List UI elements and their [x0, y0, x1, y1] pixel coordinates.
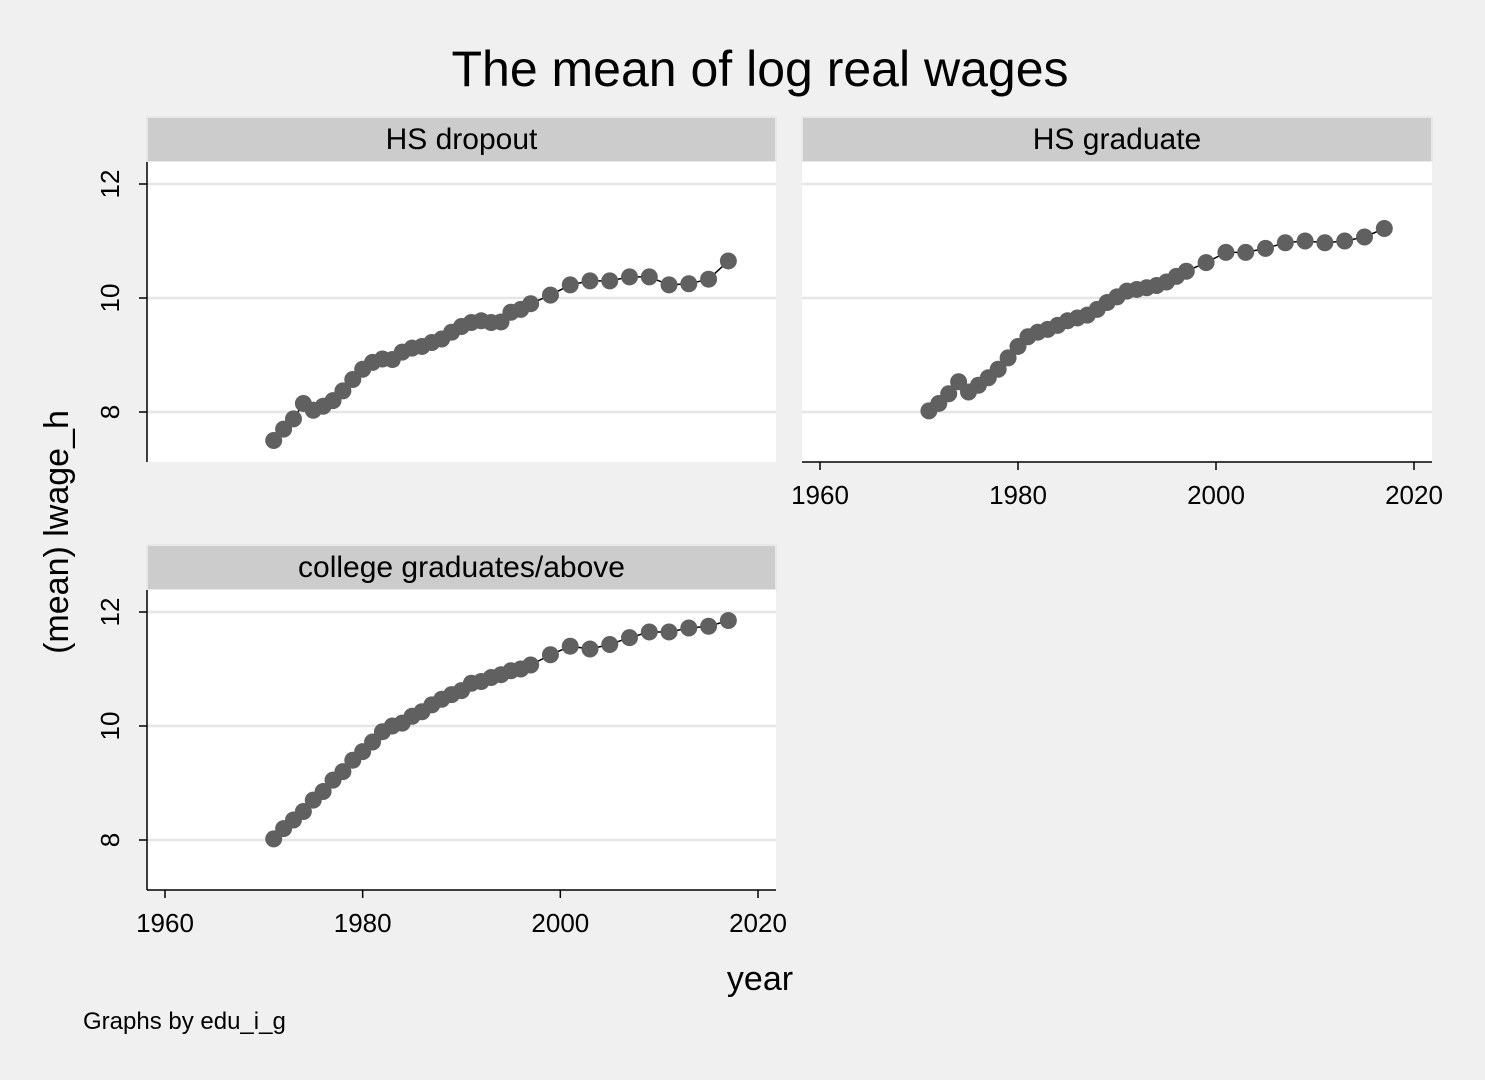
- panel-strip-label: college graduates/above: [298, 551, 625, 584]
- graphs-by-note: Graphs by edu_i_g: [83, 1008, 286, 1035]
- data-point: [989, 360, 1007, 378]
- data-point: [1356, 228, 1373, 246]
- data-point: [522, 656, 540, 674]
- data-point: [561, 637, 579, 655]
- data-point: [334, 382, 352, 400]
- data-point: [660, 276, 678, 294]
- panel-2: HS graduate 1960 1980 2000 2020: [791, 116, 1443, 510]
- y-tick-label: 12: [95, 598, 125, 627]
- data-point: [1375, 219, 1393, 237]
- x-tick-label: 2000: [1187, 480, 1245, 510]
- data-point: [1336, 232, 1354, 250]
- data-point: [334, 763, 352, 781]
- data-point: [680, 275, 698, 293]
- data-point: [601, 272, 619, 290]
- data-point: [621, 268, 639, 286]
- x-tick-label: 2000: [531, 908, 589, 938]
- data-point: [265, 432, 283, 449]
- data-point: [1276, 234, 1294, 252]
- data-point: [581, 640, 599, 658]
- y-tick-label: 10: [95, 712, 125, 741]
- data-point: [700, 617, 718, 635]
- panel-strip-label: HS dropout: [386, 123, 538, 156]
- data-point: [1237, 243, 1255, 261]
- data-point: [1316, 234, 1334, 252]
- y-tick-label: 10: [95, 284, 125, 313]
- panel-3: college graduates/above 8 10 12 1960 1980 2000…: [95, 544, 787, 938]
- data-point: [541, 286, 559, 304]
- y-axis-title: (mean) lwage_h: [38, 410, 76, 654]
- chart-title: The mean of log real wages: [451, 41, 1068, 97]
- x-tick-label: 1960: [136, 908, 194, 938]
- y-tick-label: 8: [95, 405, 125, 419]
- data-point: [561, 276, 579, 294]
- data-point: [541, 646, 559, 664]
- data-point: [294, 803, 312, 820]
- data-point: [660, 623, 678, 641]
- plot-area: [147, 590, 776, 890]
- data-point: [1296, 232, 1314, 250]
- data-point: [640, 623, 658, 641]
- data-point: [314, 783, 332, 801]
- data-point: [522, 295, 540, 313]
- data-point: [1197, 254, 1215, 272]
- plot-area: [802, 162, 1432, 462]
- x-tick-label: 2020: [729, 908, 787, 938]
- panel-strip: [801, 116, 1433, 163]
- x-tick-label: 1980: [334, 908, 392, 938]
- data-point: [1257, 239, 1274, 257]
- x-tick-label: 1980: [989, 480, 1047, 510]
- x-tick-label: 2020: [1385, 480, 1443, 510]
- data-point: [999, 349, 1017, 367]
- panel-strip: [146, 116, 777, 163]
- panel-1: HS dropout 8 10 12: [95, 116, 777, 462]
- plot-area: [147, 162, 776, 462]
- data-point: [680, 619, 698, 637]
- data-point: [601, 635, 619, 653]
- x-tick-label: 1960: [791, 480, 849, 510]
- data-point: [719, 612, 737, 630]
- y-tick-label: 12: [95, 170, 125, 199]
- facet-panels: HS dropout 8 10 12 HS graduate 1960 1980 2000 20…: [95, 116, 1443, 938]
- data-point: [940, 385, 958, 403]
- panel-strip-label: HS graduate: [1033, 123, 1201, 156]
- data-point: [581, 272, 599, 290]
- data-point: [621, 629, 639, 647]
- data-point: [1177, 262, 1195, 280]
- data-point: [719, 252, 737, 270]
- data-point: [284, 410, 302, 428]
- panel-strip: [146, 544, 777, 591]
- data-point: [1217, 243, 1235, 261]
- y-tick-label: 8: [95, 833, 125, 847]
- data-point: [700, 270, 718, 288]
- data-point: [640, 268, 658, 286]
- x-axis-title: year: [727, 960, 793, 998]
